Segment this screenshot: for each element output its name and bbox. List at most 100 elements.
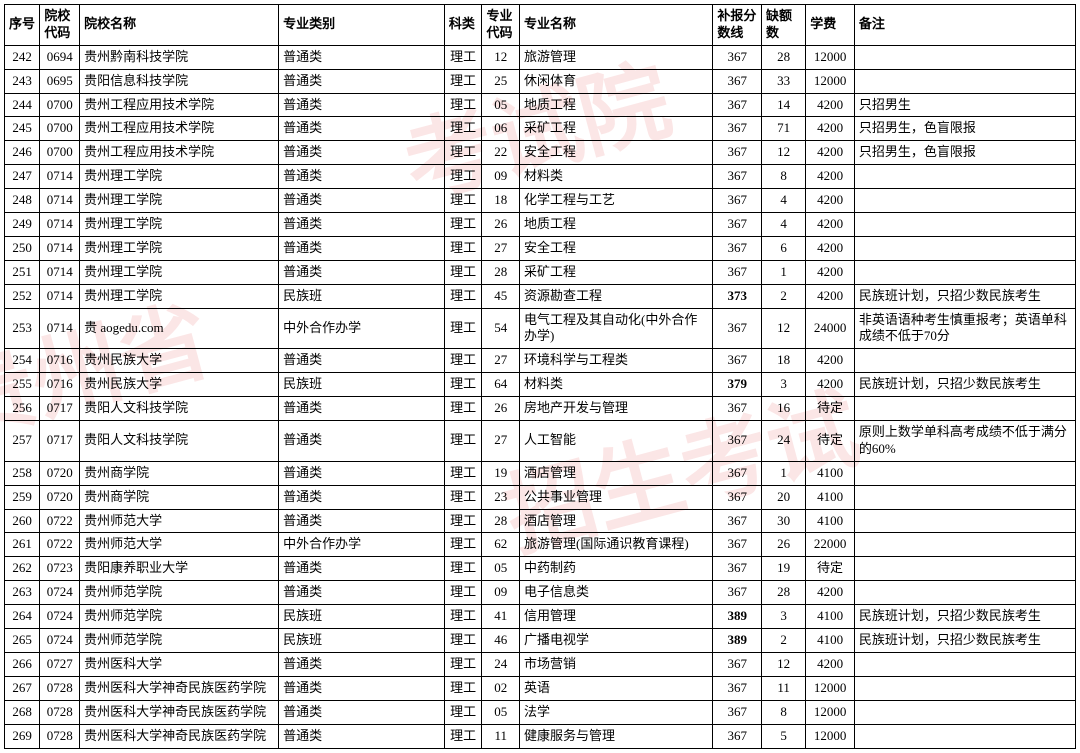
cell: 4200: [806, 117, 855, 141]
table-row: 2450700贵州工程应用技术学院普通类理工06采矿工程367714200只招男…: [5, 117, 1076, 141]
cell: 0727: [40, 652, 80, 676]
cell: 4: [762, 189, 806, 213]
cell: 09: [482, 165, 520, 189]
cell: 民族班计划，只招少数民族考生: [854, 629, 1075, 653]
cell: 普通类: [279, 676, 445, 700]
cell: 4200: [806, 260, 855, 284]
cell: 46: [482, 629, 520, 653]
cell: 理工: [444, 724, 482, 748]
cell: 28: [762, 45, 806, 69]
cell: 12: [482, 45, 520, 69]
cell: 民族班: [279, 605, 445, 629]
cell: 理工: [444, 676, 482, 700]
cell: 246: [5, 141, 40, 165]
cell: 05: [482, 93, 520, 117]
table-row: 2570717贵阳人文科技学院普通类理工27人工智能36724待定原则上数学单科…: [5, 421, 1076, 462]
cell: 12: [762, 652, 806, 676]
cell: 27: [482, 421, 520, 462]
cell: 24000: [806, 308, 855, 349]
cell: 民族班计划，只招少数民族考生: [854, 605, 1075, 629]
cell: 房地产开发与管理: [520, 397, 713, 421]
cell: 264: [5, 605, 40, 629]
cell: 0720: [40, 485, 80, 509]
cell: 268: [5, 700, 40, 724]
cell: 贵阳信息科技学院: [80, 69, 279, 93]
cell: [854, 485, 1075, 509]
cell: [854, 69, 1075, 93]
cell: 28: [482, 260, 520, 284]
cell: 27: [482, 349, 520, 373]
cell: 24: [762, 421, 806, 462]
cell: 贵州工程应用技术学院: [80, 117, 279, 141]
cell: 4200: [806, 581, 855, 605]
table-row: 2550716贵州民族大学民族班理工64材料类37934200民族班计划，只招少…: [5, 373, 1076, 397]
cell: 260: [5, 509, 40, 533]
cell: 4200: [806, 189, 855, 213]
cell: 258: [5, 461, 40, 485]
cell: 23: [482, 485, 520, 509]
cell: 367: [713, 349, 762, 373]
table-row: 2520714贵州理工学院民族班理工45资源勘查工程37324200民族班计划，…: [5, 284, 1076, 308]
cell: 贵州理工学院: [80, 236, 279, 260]
cell: 248: [5, 189, 40, 213]
cell: 64: [482, 373, 520, 397]
cell: 市场营销: [520, 652, 713, 676]
cell: 普通类: [279, 93, 445, 117]
table-row: 2640724贵州师范学院民族班理工41信用管理38934100民族班计划，只招…: [5, 605, 1076, 629]
cell: 4200: [806, 165, 855, 189]
cell: 化学工程与工艺: [520, 189, 713, 213]
cell: 0700: [40, 141, 80, 165]
cell: 0720: [40, 461, 80, 485]
cell: 0723: [40, 557, 80, 581]
cell: 休闲体育: [520, 69, 713, 93]
cell: 2: [762, 284, 806, 308]
cell: 0714: [40, 260, 80, 284]
col-header: 序号: [5, 5, 40, 46]
cell: 27: [482, 236, 520, 260]
cell: 367: [713, 45, 762, 69]
cell: 16: [762, 397, 806, 421]
cell: 4100: [806, 605, 855, 629]
cell: 14: [762, 93, 806, 117]
table-row: 2660727贵州医科大学普通类理工24市场营销367124200: [5, 652, 1076, 676]
cell: 民族班计划，只招少数民族考生: [854, 284, 1075, 308]
cell: 普通类: [279, 724, 445, 748]
cell: 0714: [40, 308, 80, 349]
cell: 贵州师范学院: [80, 605, 279, 629]
cell: 中药制药: [520, 557, 713, 581]
table-row: 2430695贵阳信息科技学院普通类理工25休闲体育3673312000: [5, 69, 1076, 93]
cell: 理工: [444, 373, 482, 397]
cell: 367: [713, 165, 762, 189]
cell: 367: [713, 141, 762, 165]
cell: 0714: [40, 189, 80, 213]
cell: 贵州医科大学神奇民族医药学院: [80, 676, 279, 700]
cell: [854, 724, 1075, 748]
cell: 0700: [40, 93, 80, 117]
cell: 原则上数学单科高考成绩不低于满分的60%: [854, 421, 1075, 462]
cell: 4100: [806, 509, 855, 533]
cell: 25: [482, 69, 520, 93]
cell: 普通类: [279, 397, 445, 421]
cell: 人工智能: [520, 421, 713, 462]
cell: 理工: [444, 69, 482, 93]
col-header: 学费: [806, 5, 855, 46]
cell: 367: [713, 700, 762, 724]
cell: 理工: [444, 284, 482, 308]
cell: [854, 581, 1075, 605]
cell: 民族班: [279, 629, 445, 653]
cell: 贵州师范学院: [80, 629, 279, 653]
cell: 理工: [444, 260, 482, 284]
cell: 367: [713, 189, 762, 213]
cell: 251: [5, 260, 40, 284]
cell: 地质工程: [520, 213, 713, 237]
cell: 旅游管理: [520, 45, 713, 69]
cell: 地质工程: [520, 93, 713, 117]
cell: 普通类: [279, 141, 445, 165]
cell: 0700: [40, 117, 80, 141]
cell: [854, 213, 1075, 237]
cell: 理工: [444, 557, 482, 581]
cell: 0716: [40, 349, 80, 373]
cell: 11: [482, 724, 520, 748]
cell: 26: [762, 533, 806, 557]
cell: 理工: [444, 581, 482, 605]
